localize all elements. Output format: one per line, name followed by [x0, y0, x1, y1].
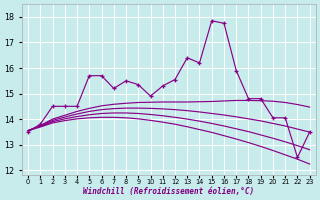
X-axis label: Windchill (Refroidissement éolien,°C): Windchill (Refroidissement éolien,°C) [83, 187, 254, 196]
